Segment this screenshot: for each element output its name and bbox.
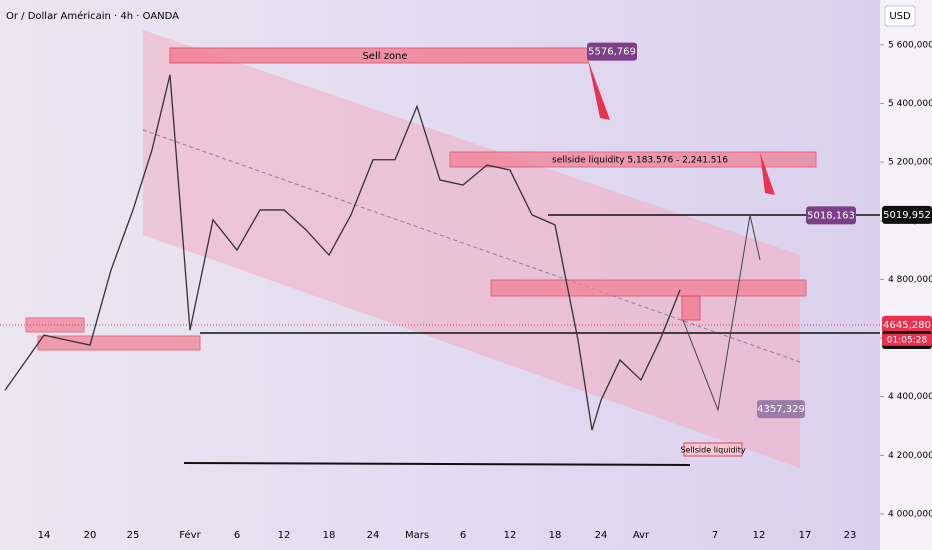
price-tag	[587, 42, 637, 61]
price-tag-label: 4357,329	[757, 404, 805, 415]
y-tick-label: 5 600,000	[888, 40, 932, 50]
chart-title: Or / Dollar Américain · 4h · OANDA	[6, 10, 179, 22]
x-tick-label: 14	[38, 530, 51, 541]
x-tick-label: Mars	[405, 530, 429, 541]
countdown: 01:05:28	[887, 335, 928, 345]
price-tag	[882, 205, 932, 224]
price-tag	[882, 315, 932, 334]
x-tick-label: 25	[127, 530, 140, 541]
countdown-bg	[882, 333, 932, 346]
x-tick-label: 23	[844, 530, 857, 541]
annotation: Sell zone	[362, 51, 407, 62]
currency[interactable]: USD	[889, 11, 911, 22]
projection	[682, 214, 761, 412]
price-tag	[806, 206, 856, 225]
x-tick-label: 12	[753, 530, 766, 541]
x-tick-label: 18	[549, 530, 562, 541]
channel	[143, 30, 800, 468]
zone	[37, 335, 201, 351]
x-tick-label: 7	[712, 530, 718, 541]
price-line	[4, 74, 681, 431]
x-tick-label: 20	[84, 530, 97, 541]
price-axis	[880, 0, 932, 550]
zone	[490, 279, 807, 297]
x-tick-label: 12	[504, 530, 517, 541]
price-tag-label: 5018,163	[807, 210, 855, 221]
annotation: Sellside liquidity	[680, 446, 746, 455]
y-tick-label: 5 400,000	[888, 99, 932, 109]
x-tick-label: Févr	[179, 529, 201, 541]
x-tick-label: 17	[799, 530, 812, 541]
y-tick-label: 4 400,000	[888, 392, 932, 402]
level-line	[183, 462, 691, 466]
y-tick-label: 4 800,000	[888, 275, 932, 285]
x-tick-label: Avr	[633, 530, 650, 541]
x-tick-label: 18	[323, 530, 336, 541]
price-tag-label: 5576,769	[588, 47, 636, 58]
label-box	[683, 442, 743, 457]
y-tick-label: 4 000,000	[888, 509, 932, 519]
y-tick-label: 5 200,000	[888, 158, 932, 168]
x-tick-label: 24	[367, 530, 380, 541]
price-tag	[757, 400, 805, 419]
x-tick-label: 6	[460, 530, 466, 541]
x-tick-label: 12	[278, 530, 291, 541]
x-tick-label: 6	[234, 530, 240, 541]
liquidity-zone	[449, 151, 817, 168]
annotation: sellside liquidity 5,183.576 - 2,241.516	[552, 156, 728, 166]
x-tick-label: 24	[595, 530, 608, 541]
zone	[681, 295, 701, 321]
price-tag-label: 5019,952	[883, 210, 931, 221]
y-tick-label: 4 200,000	[888, 451, 932, 461]
currency-button[interactable]	[884, 5, 916, 27]
price-tag-label: 4645,280	[883, 320, 931, 331]
